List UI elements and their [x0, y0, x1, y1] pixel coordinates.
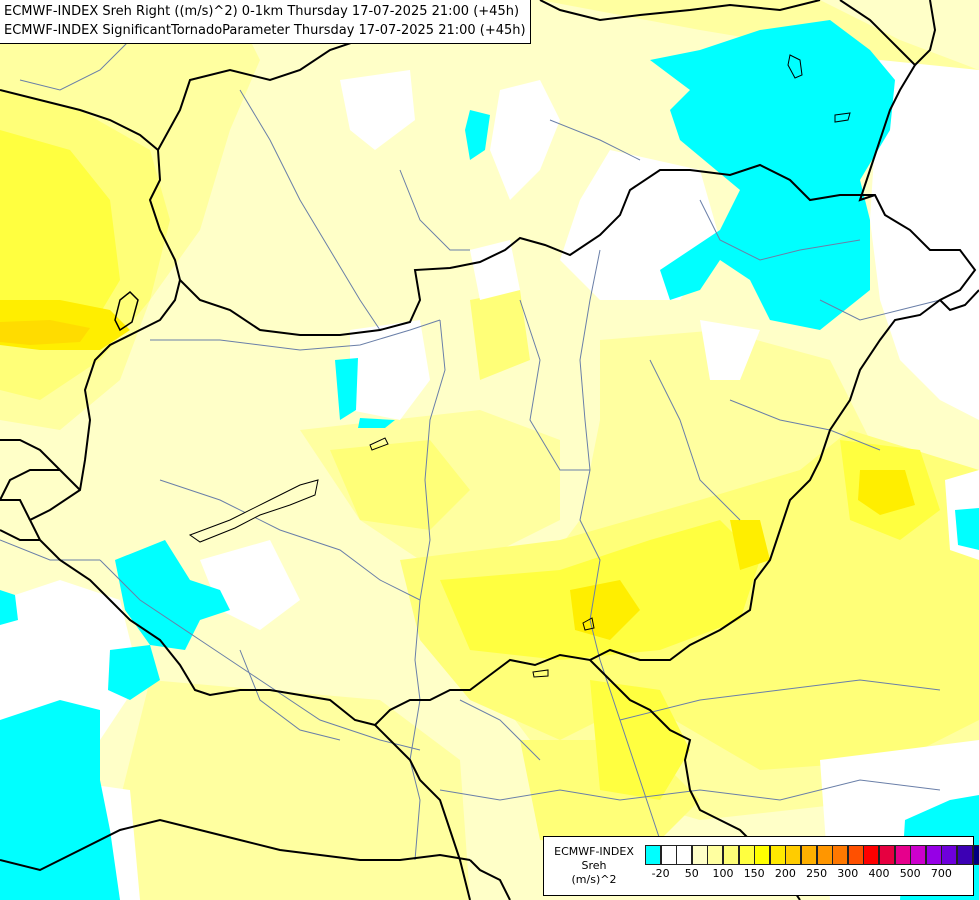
legend-swatch: [816, 845, 833, 865]
title-line-1: ECMWF-INDEX Sreh Right ((m/s)^2) 0-1km T…: [4, 4, 520, 19]
legend-tick-label: 50: [684, 867, 699, 880]
legend-tick-label: 400: [868, 867, 890, 880]
map-title-box: ECMWF-INDEX Sreh Right ((m/s)^2) 0-1km T…: [0, 0, 531, 44]
legend-tick-label: 150: [743, 867, 765, 880]
legend-swatch: [660, 845, 677, 865]
lake-balaton: [188, 479, 319, 543]
legend-label-line-1: ECMWF-INDEX: [554, 845, 634, 858]
legend-tick-label: 300: [837, 867, 859, 880]
legend-label-line-2: Sreh: [581, 859, 607, 872]
legend-swatch: [723, 845, 739, 865]
legend-swatch: [957, 845, 973, 865]
color-legend: ECMWF-INDEX Sreh (m/s)^2 -20 50 100 150 200 2…: [543, 836, 979, 896]
legend-tick-label: 500: [899, 867, 921, 880]
title-line-2: ECMWF-INDEX SignificantTornadoParameter …: [4, 23, 526, 38]
small-lake-2: [834, 112, 851, 123]
legend-swatch: [879, 845, 895, 865]
legend-swatch: [972, 845, 979, 865]
legend-label: ECMWF-INDEX Sreh (m/s)^2: [544, 845, 644, 887]
legend-swatch: [645, 845, 661, 865]
small-lake-1: [787, 54, 803, 79]
legend-swatch: [863, 845, 880, 865]
legend-swatch: [847, 845, 864, 865]
legend-swatch: [785, 845, 802, 865]
legend-swatch: [910, 845, 927, 865]
legend-swatch: [925, 845, 942, 865]
legend-label-line-3: (m/s)^2: [571, 873, 617, 886]
legend-swatch: [754, 845, 771, 865]
legend-swatch: [707, 845, 724, 865]
small-lake-3: [369, 437, 389, 451]
rivers: [0, 0, 941, 861]
legend-tick-label: 200: [774, 867, 796, 880]
legend-tick-label: 700: [930, 867, 952, 880]
legend-tick-label: 250: [806, 867, 828, 880]
legend-tick-label: -20: [651, 867, 670, 880]
legend-swatch: [676, 845, 693, 865]
legend-swatch: [801, 845, 817, 865]
small-lake-5: [532, 669, 549, 678]
legend-swatch: [941, 845, 958, 865]
legend-swatch: [832, 845, 849, 865]
legend-tick-label: 100: [712, 867, 734, 880]
legend-swatch: [894, 845, 911, 865]
small-lake-4: [582, 617, 595, 631]
legend-swatch: [691, 845, 708, 865]
legend-swatch: [738, 845, 755, 865]
legend-swatch: [769, 845, 786, 865]
orange-yellow-zones: [0, 320, 90, 345]
cyan-zones: [0, 20, 979, 900]
